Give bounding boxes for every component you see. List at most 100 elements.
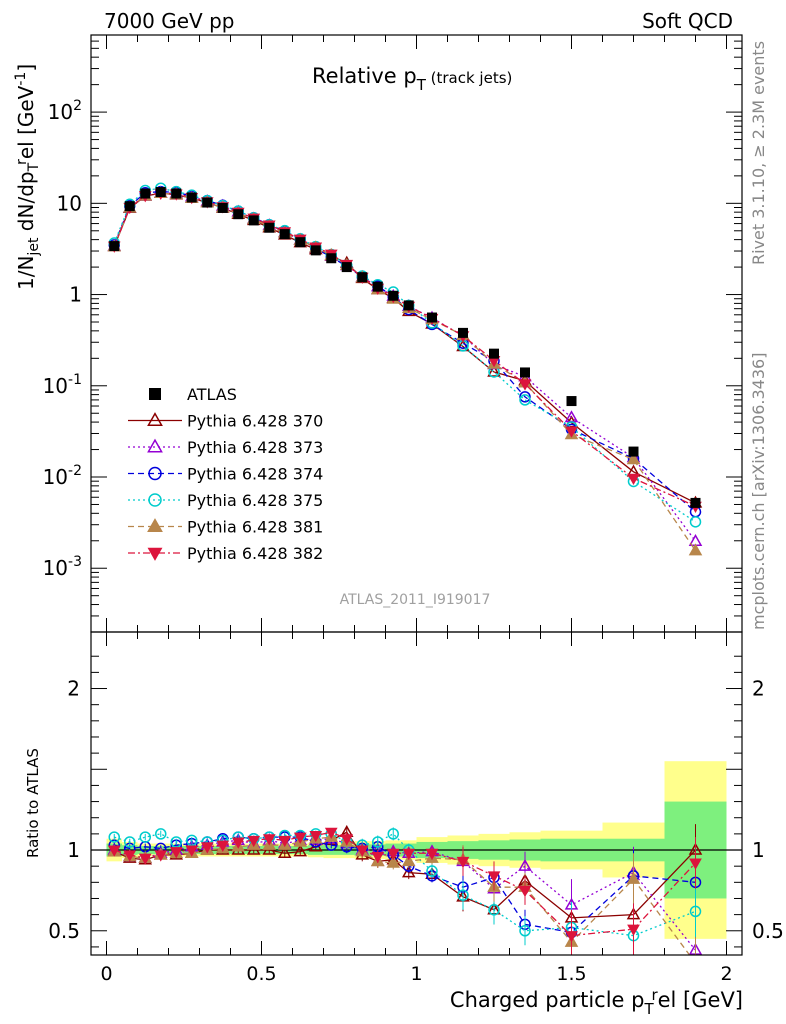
y-tick-label: 1 <box>69 283 82 307</box>
ratio-point-382 <box>487 871 501 883</box>
ratio-point-382 <box>123 850 137 862</box>
ratio-point-382 <box>324 827 338 840</box>
data-point-atlas <box>124 201 135 212</box>
series-point-382 <box>627 473 640 486</box>
chart-title: Relative pT (track jets) <box>312 64 512 94</box>
data-point-atlas <box>279 229 290 240</box>
ratio-point-382 <box>340 834 354 846</box>
ratio-point-382 <box>355 845 369 857</box>
ratio-point-382 <box>154 850 168 862</box>
data-point-atlas <box>489 348 499 359</box>
ratio-point-382 <box>456 856 470 869</box>
ratio-point-382 <box>278 835 292 848</box>
ratio-y-tick-label: 1 <box>67 838 80 862</box>
legend-marker-373 <box>147 438 163 453</box>
ratio-point-382 <box>627 924 640 936</box>
series-point-375 <box>689 516 702 528</box>
data-point-atlas <box>248 215 259 226</box>
data-point-atlas <box>628 446 639 457</box>
ratio-point-382 <box>425 848 439 861</box>
ratio-point-375 <box>124 836 136 848</box>
ratio-point-382 <box>293 832 307 844</box>
ratio-point-381 <box>386 855 401 868</box>
data-point-atlas <box>233 209 244 220</box>
ratio-point-375 <box>519 925 531 937</box>
ratio-point-375 <box>139 831 151 843</box>
legend-marker-375 <box>148 493 162 507</box>
ratio-frame <box>90 631 743 956</box>
x-tick-label: 1 <box>410 963 422 985</box>
data-point-atlas <box>388 290 399 301</box>
ratio-point-382 <box>231 837 245 849</box>
data-point-atlas <box>310 245 321 256</box>
ratio-point-382 <box>247 835 261 848</box>
y-tick-label: 10 <box>57 191 82 215</box>
main-frame <box>90 34 743 633</box>
ratio-point-370 <box>401 865 416 878</box>
ratio-panel: 0 0.5 1 1.5 2 0.5 0.5 1 1 2 2 <box>48 631 784 985</box>
main-series-group <box>107 182 703 556</box>
legend-label-370: Pythia 6.428 370 <box>187 412 323 431</box>
ratio-point-373 <box>518 858 532 871</box>
legend-marker-atlas <box>149 388 161 400</box>
data-point-atlas <box>109 241 120 252</box>
data-point-atlas <box>690 497 701 508</box>
ratio-point-382 <box>386 848 400 861</box>
data-point-atlas <box>326 253 337 264</box>
data-point-atlas <box>202 197 213 208</box>
ratio-point-375 <box>372 836 384 848</box>
series-point-375 <box>519 394 531 406</box>
legend-label-375: Pythia 6.428 375 <box>187 491 323 510</box>
ratio-point-382 <box>518 885 532 898</box>
ratio-point-382 <box>371 851 385 864</box>
ratio-y-tick-label-right: 0.5 <box>752 919 784 943</box>
x-tick-label: 0 <box>100 963 112 985</box>
series-line-373 <box>113 192 697 542</box>
ratio-y-tick-label: 2 <box>67 677 80 701</box>
legend-marker-381 <box>147 518 163 533</box>
header-right-label: Soft QCD <box>642 9 733 33</box>
ratio-point-382 <box>402 848 416 861</box>
ratio-point-375 <box>457 889 469 901</box>
ratio-point-381 <box>401 854 416 867</box>
series-point-370 <box>487 364 501 377</box>
ratio-point-382 <box>169 847 183 859</box>
series-point-382 <box>518 379 532 391</box>
ratio-point-382 <box>185 845 199 857</box>
data-point-atlas <box>357 272 368 283</box>
ratio-point-382 <box>565 931 578 943</box>
legend-label-382: Pythia 6.428 382 <box>187 544 323 563</box>
ratio-point-375 <box>155 828 167 840</box>
legend-marker-374 <box>148 466 162 481</box>
ratio-series-group <box>107 824 703 955</box>
legend-label-atlas: ATLAS <box>187 385 237 404</box>
ratio-point-382 <box>216 840 230 852</box>
ratio-point-375 <box>186 834 198 847</box>
data-point-atlas <box>217 202 228 213</box>
series-point-374 <box>519 391 531 403</box>
data-point-atlas <box>372 281 383 292</box>
series-point-381 <box>688 543 703 556</box>
legend-label-381: Pythia 6.428 381 <box>187 518 323 537</box>
data-point-atlas <box>427 312 437 323</box>
legend-label-373: Pythia 6.428 373 <box>187 438 323 457</box>
main-panel: 10-3 10-2 10-1 1 10 102 <box>43 34 743 955</box>
y-tick-label: 102 <box>48 98 82 124</box>
ratio-y-tick-label: 0.5 <box>48 919 80 943</box>
mcplots-label: mcplots.cern.ch [arXiv:1306.3436] <box>749 353 768 630</box>
ratio-point-370 <box>277 845 292 859</box>
x-axis-title: Charged particle pTrel [GeV] <box>450 986 743 1018</box>
ratio-point-375 <box>108 831 120 843</box>
data-point-atlas <box>295 237 306 248</box>
ratio-point-375 <box>426 865 438 877</box>
legend-label-374: Pythia 6.428 374 <box>187 465 323 484</box>
ratio-point-381 <box>626 871 641 884</box>
data-point-atlas <box>458 327 468 338</box>
data-point-atlas <box>155 187 166 198</box>
ratio-point-382 <box>107 845 121 857</box>
ratio-point-382 <box>309 830 323 843</box>
data-point-atlas <box>140 188 151 199</box>
ratio-point-375 <box>689 905 702 918</box>
x-tick-label: 0.5 <box>246 963 276 985</box>
